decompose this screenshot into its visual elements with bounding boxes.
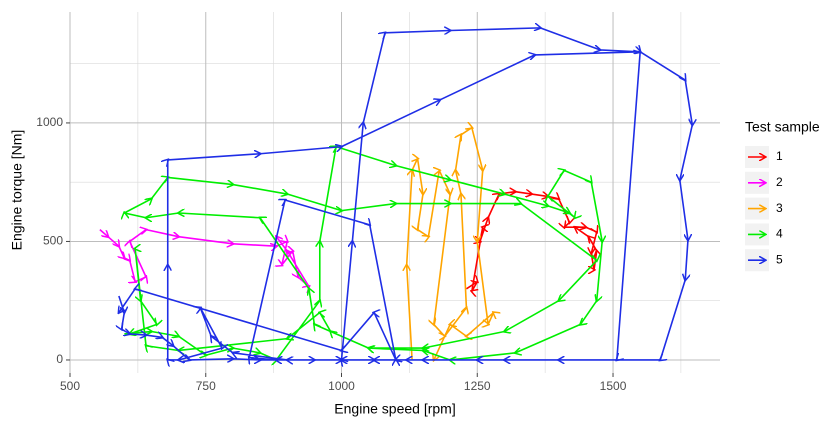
x-tick-label: 1000: [328, 379, 355, 393]
legend-label: 4: [776, 227, 783, 241]
y-tick-label: 1000: [36, 115, 63, 129]
legend-title: Test sample: [745, 119, 820, 135]
legend-label: 3: [776, 201, 783, 215]
plot-area: [99, 28, 692, 360]
legend: 1 2 3 4 5: [745, 146, 783, 272]
x-tick-label: 750: [196, 379, 216, 393]
x-axis-title: Engine speed [rpm]: [334, 401, 455, 417]
y-tick-label: 0: [56, 352, 63, 366]
series-path: [124, 147, 602, 360]
legend-label: 2: [776, 175, 783, 189]
y-axis-title: Engine torque [Nm]: [9, 130, 25, 251]
y-tick-label: 500: [43, 234, 63, 248]
x-tick-label: 1500: [600, 379, 627, 393]
series-path: [99, 230, 309, 287]
x-tick-label: 500: [60, 379, 80, 393]
x-tick-label: 1250: [464, 379, 491, 393]
legend-label: 5: [776, 252, 783, 266]
series-path: [119, 28, 692, 360]
legend-label: 1: [776, 149, 783, 163]
